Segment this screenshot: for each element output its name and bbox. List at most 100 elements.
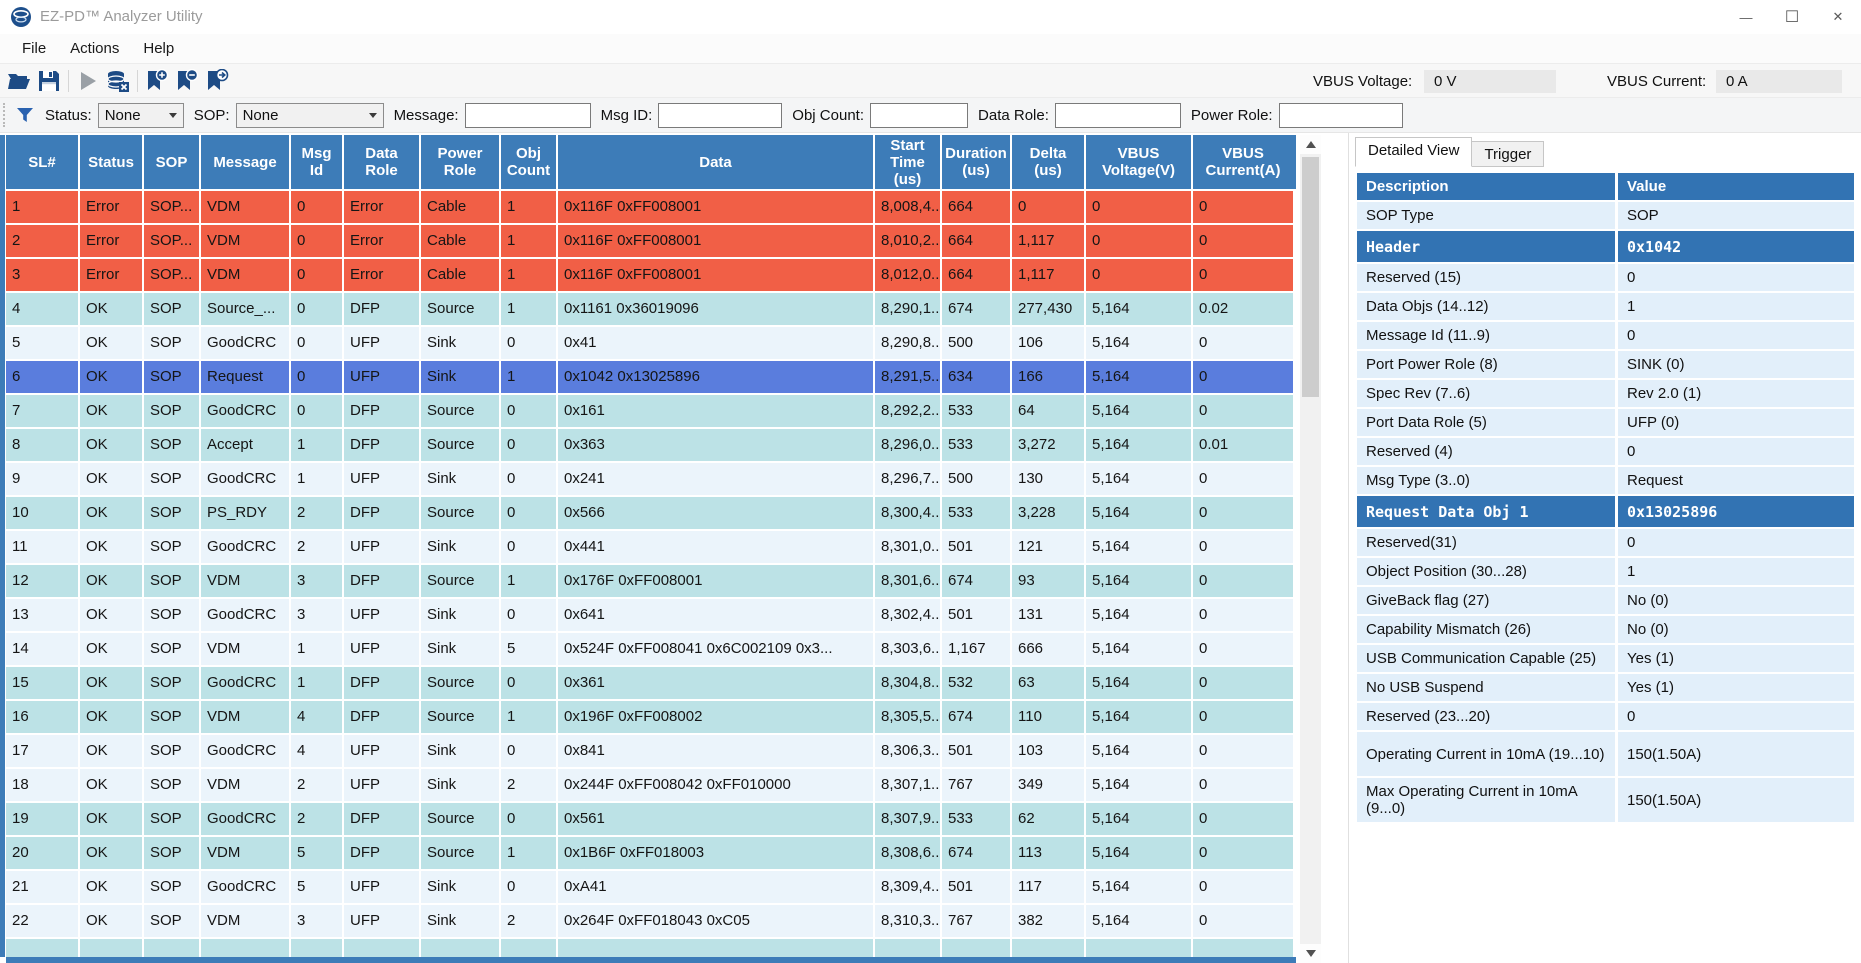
detail-row[interactable]: Object Position (30...28) 1 [1357,558,1854,585]
detail-row[interactable]: Reserved (4) 0 [1357,438,1854,465]
column-header[interactable]: Start Time (us) [875,135,942,189]
table-row[interactable]: 6 OK SOP Request 0 UFP Sink 1 0x1042 0x13025896 8… [6,361,1296,393]
menu-help[interactable]: Help [143,40,175,57]
table-row[interactable]: 19 OK SOP GoodCRC 2 DFP Source 0 0x561 8,307,9...… [6,803,1296,835]
column-header[interactable]: Power Role [421,135,501,189]
table-cell: OK [80,633,144,665]
column-header[interactable]: VBUS Voltage(V) [1086,135,1193,189]
filter-funnel-icon [17,108,33,122]
open-file-icon[interactable] [6,68,32,94]
detail-row[interactable]: SOP Type SOP [1357,202,1854,229]
table-row[interactable]: 2 Error SOP... VDM 0 Error Cable 1 0x116F 0xFF00… [6,225,1296,257]
detail-row[interactable]: Reserved (23...20) 0 [1357,703,1854,730]
column-header[interactable]: Message [201,135,291,189]
vertical-scrollbar[interactable] [1300,135,1321,963]
detail-row[interactable]: Operating Current in 10mA (19...10) 150(1… [1357,732,1854,776]
table-cell: 15 [6,667,80,699]
bookmark-remove-icon[interactable] [174,68,200,94]
detail-row[interactable]: Capability Mismatch (26) No (0) [1357,616,1854,643]
table-row[interactable]: 7 OK SOP GoodCRC 0 DFP Source 0 0x161 8,292,2... 5… [6,395,1296,427]
column-header[interactable]: SOP [144,135,201,189]
table-row[interactable]: 1 Error SOP... VDM 0 Error Cable 1 0x116F 0xFF00… [6,191,1296,223]
table-cell: 10 [6,497,80,529]
power-role-filter-input[interactable] [1278,102,1403,128]
detail-row[interactable]: Port Data Role (5) UFP (0) [1357,409,1854,436]
table-row[interactable]: 12 OK SOP VDM 3 DFP Source 1 0x176F 0xFF008001 8,… [6,565,1296,597]
detail-row[interactable]: Request Data Obj 1 0x13025896 [1357,496,1854,527]
detail-row[interactable]: Spec Rev (7..6) Rev 2.0 (1) [1357,380,1854,407]
detail-row[interactable]: Header 0x1042 [1357,231,1854,262]
table-row[interactable]: 17 OK SOP GoodCRC 4 UFP Sink 0 0x841 8,306,3... 50… [6,735,1296,767]
table-row[interactable]: 18 OK SOP VDM 2 UFP Sink 2 0x244F 0xFF008042 0xF… [6,769,1296,801]
column-header[interactable]: Delta (us) [1012,135,1086,189]
scroll-down-button[interactable] [1300,944,1321,963]
table-row[interactable]: 14 OK SOP VDM 1 UFP Sink 5 0x524F 0xFF008041 0x6… [6,633,1296,665]
bookmark-goto-icon[interactable] [204,68,230,94]
maximize-button[interactable]: ☐ [1784,9,1800,26]
table-cell: OK [80,871,144,903]
obj-count-filter-input[interactable] [870,102,969,128]
data-role-filter-input[interactable] [1054,102,1181,128]
table-row[interactable]: 21 OK SOP GoodCRC 5 UFP Sink 0 0xA41 8,309,4... 50… [6,871,1296,903]
column-header[interactable]: Duration (us) [942,135,1012,189]
sop-filter-combo[interactable]: None [235,102,384,128]
bookmark-add-icon[interactable] [144,68,170,94]
close-button[interactable]: ✕ [1832,9,1844,24]
column-header[interactable]: Data [558,135,875,189]
table-cell: 0 [501,531,558,563]
detail-row[interactable]: Max Operating Current in 10mA (9...0) 150… [1357,778,1854,822]
table-cell: Source [421,429,501,461]
message-filter-input[interactable] [464,102,591,128]
window-title: EZ-PD™ Analyzer Utility [40,8,203,25]
table-row[interactable]: 3 Error SOP... VDM 0 Error Cable 1 0x116F 0xFF00… [6,259,1296,291]
detail-description: USB Communication Capable (25) [1357,645,1615,672]
tab-detailed-view[interactable]: Detailed View [1355,137,1473,167]
menu-actions[interactable]: Actions [70,40,120,57]
table-row[interactable]: 11 OK SOP GoodCRC 2 UFP Sink 0 0x441 8,301,0... 50… [6,531,1296,563]
table-row[interactable]: 13 OK SOP GoodCRC 3 UFP Sink 0 0x641 8,302,4... 50… [6,599,1296,631]
column-header[interactable]: VBUS Current(A) [1205,145,1281,179]
table-row[interactable]: 4 OK SOP Source_... 0 DFP Source 1 0x1161 0x3601… [6,293,1296,325]
detail-row[interactable]: USB Communication Capable (25) Yes (1) [1357,645,1854,672]
column-header[interactable]: Obj Count [501,135,558,189]
table-row[interactable]: 22 OK SOP VDM 3 UFP Sink 2 0x264F 0xFF018043 0xC… [6,905,1296,937]
table-row[interactable]: 10 OK SOP PS_RDY 2 DFP Source 0 0x566 8,300,4... 5… [6,497,1296,529]
detail-row[interactable]: Msg Type (3..0) Request [1357,467,1854,494]
column-header[interactable]: Data Role [344,135,421,189]
table-row[interactable]: 8 OK SOP Accept 1 DFP Source 0 0x363 8,296,0... 53… [6,429,1296,461]
table-row[interactable]: 20 OK SOP VDM 5 DFP Source 1 0x1B6F 0xFF018003 8,… [6,837,1296,869]
minimize-button[interactable]: — [1739,9,1753,25]
table-row[interactable]: 15 OK SOP GoodCRC 1 DFP Source 0 0x361 8,304,8...… [6,667,1296,699]
detail-description: Reserved(31) [1357,529,1615,556]
detail-row[interactable]: Reserved (15) 0 [1357,264,1854,291]
scroll-up-button[interactable] [1300,135,1321,154]
detail-row[interactable]: No USB Suspend Yes (1) [1357,674,1854,701]
save-file-icon[interactable] [36,68,62,94]
column-header[interactable]: SL# [6,135,80,189]
clear-database-icon[interactable] [105,68,131,94]
scrollbar-thumb[interactable] [1302,157,1319,397]
tab-trigger[interactable]: Trigger [1471,141,1545,167]
table-cell: 1 [291,463,344,495]
detail-value: 150(1.50A) [1618,778,1854,822]
detail-row[interactable]: Data Objs (14..12) 1 [1357,293,1854,320]
column-header[interactable]: Status [80,135,144,189]
status-filter-combo[interactable]: None [97,102,184,128]
table-cell: SOP [144,395,201,427]
detail-row[interactable]: GiveBack flag (27) No (0) [1357,587,1854,614]
table-cell: SOP [144,803,201,835]
column-header[interactable]: Msg Id [291,135,344,189]
table-row[interactable]: 9 OK SOP GoodCRC 1 UFP Sink 0 0x241 8,296,7... 500… [6,463,1296,495]
msg-id-filter-input[interactable] [658,102,783,128]
menu-file[interactable]: File [22,40,47,57]
detail-description: Port Data Role (5) [1357,409,1615,436]
table-cell: 2 [291,531,344,563]
table-cell: Error [80,191,144,223]
table-row[interactable]: 5 OK SOP GoodCRC 0 UFP Sink 0 0x41 8,290,8... 500 1… [6,327,1296,359]
table-cell: OK [80,531,144,563]
play-icon[interactable] [75,68,101,94]
detail-row[interactable]: Reserved(31) 0 [1357,529,1854,556]
table-row[interactable]: 16 OK SOP VDM 4 DFP Source 1 0x196F 0xFF008002 8,… [6,701,1296,733]
detail-row[interactable]: Message Id (11..9) 0 [1357,322,1854,349]
detail-row[interactable]: Port Power Role (8) SINK (0) [1357,351,1854,378]
